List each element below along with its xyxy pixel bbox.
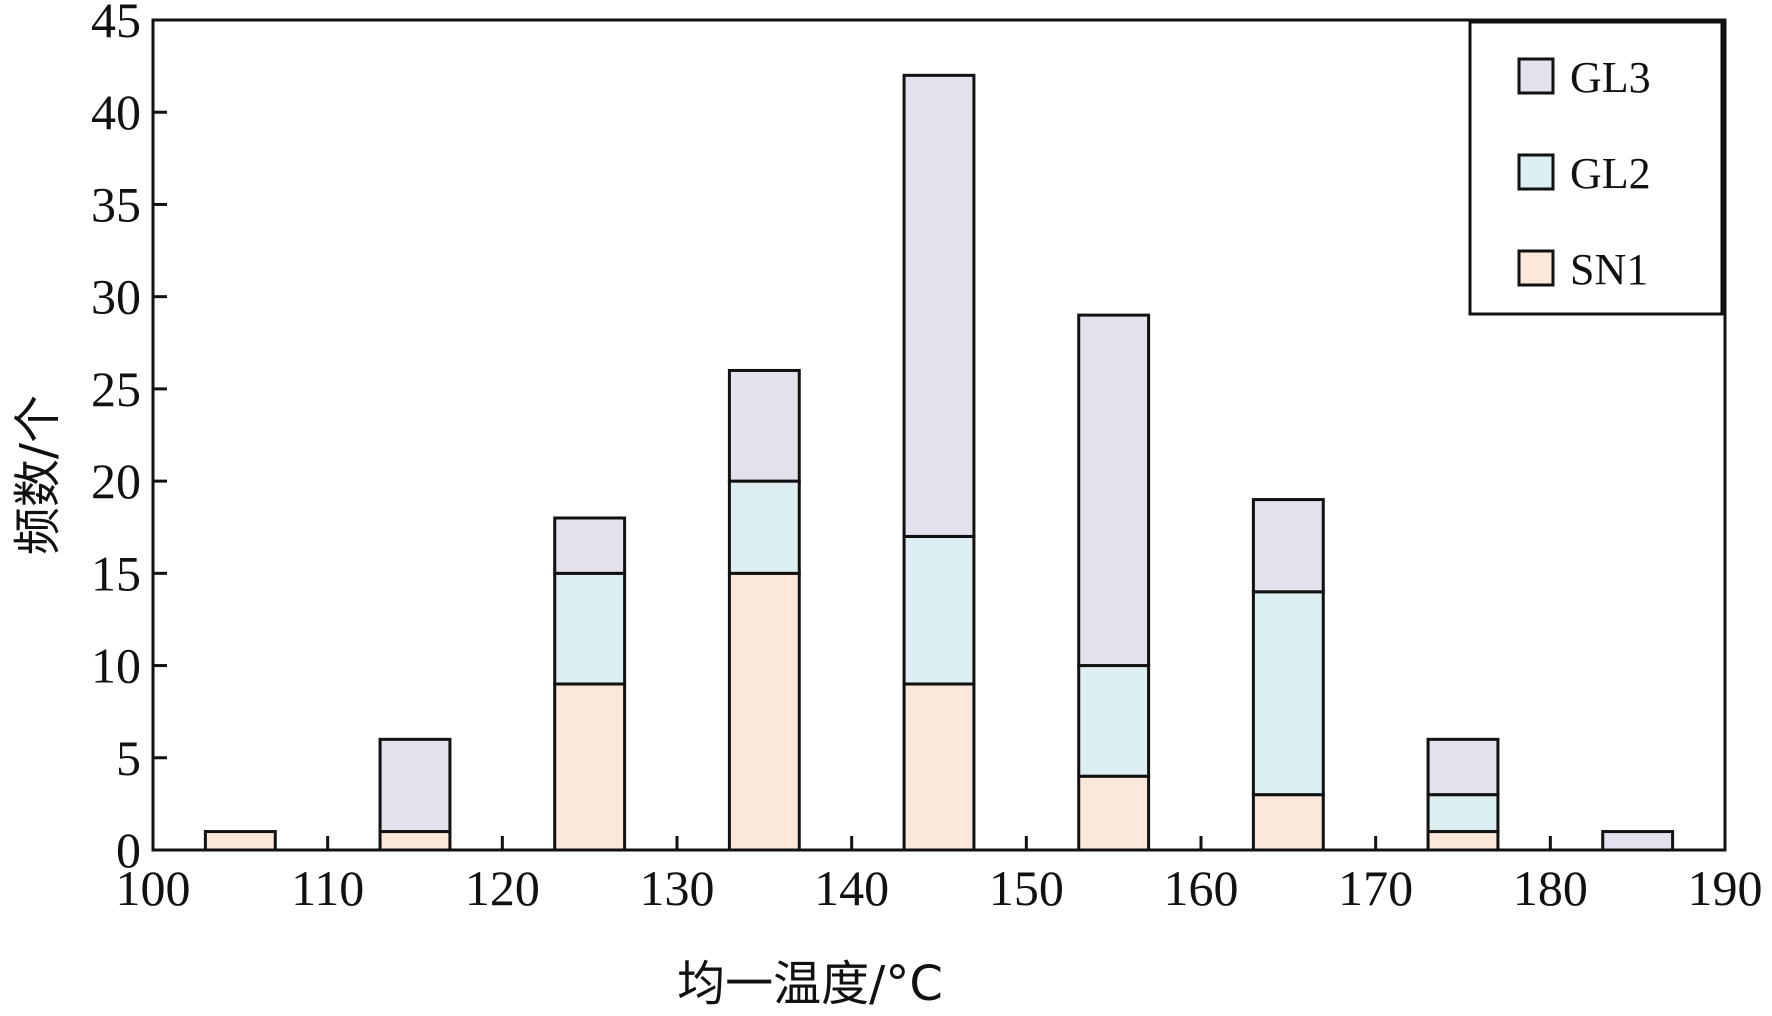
x-tick-label: 150 xyxy=(989,860,1064,916)
bar-gl3-135 xyxy=(727,368,801,483)
bar-sn1-125 xyxy=(553,682,627,852)
legend: GL3 GL2 SN1 xyxy=(1468,20,1724,316)
x-tick-label: 140 xyxy=(814,860,889,916)
x-tick-label: 170 xyxy=(1338,860,1413,916)
legend-swatch-sn1 xyxy=(1517,249,1555,287)
legend-box xyxy=(1468,20,1724,316)
bar-gl2-145 xyxy=(902,534,976,686)
bar-sn1-175 xyxy=(1426,830,1500,852)
bar-gl3-165 xyxy=(1251,498,1325,594)
bar-sn1-105 xyxy=(203,830,277,852)
x-axis-title: 均一温度/°C xyxy=(677,956,943,1012)
bar-gl2-125 xyxy=(553,571,627,686)
bar-gl3-115 xyxy=(378,737,452,834)
y-tick-label: 5 xyxy=(116,730,141,786)
y-tick-label: 35 xyxy=(91,176,141,232)
bar-gl3-175 xyxy=(1426,737,1500,797)
legend-swatch-gl2 xyxy=(1517,153,1555,191)
y-tick-label: 0 xyxy=(116,822,141,878)
x-tick-label: 190 xyxy=(1688,860,1763,916)
y-tick-label: 15 xyxy=(91,545,141,601)
bar-gl3-125 xyxy=(553,516,627,575)
bar-gl3-155 xyxy=(1077,313,1151,668)
bar-gl2-155 xyxy=(1077,664,1151,778)
x-tick-label: 110 xyxy=(291,860,364,916)
y-tick-label: 45 xyxy=(91,0,141,48)
bars-group xyxy=(203,73,1675,852)
y-axis-title: 频数/个 xyxy=(10,395,66,555)
bar-gl3-145 xyxy=(902,73,976,538)
x-tick-label: 100 xyxy=(116,860,191,916)
bar-gl2-165 xyxy=(1251,590,1325,797)
plot-frame xyxy=(151,18,1727,852)
bar-sn1-165 xyxy=(1251,793,1325,852)
bar-gl2-175 xyxy=(1426,793,1500,834)
x-tick-label: 120 xyxy=(465,860,540,916)
x-tick-label: 160 xyxy=(1164,860,1239,916)
bar-sn1-135 xyxy=(727,571,801,852)
y-tick-label: 10 xyxy=(91,638,141,694)
x-axis: 100 110 120 130 140 150 160 170 180 190 xyxy=(116,836,1763,916)
y-tick-label: 25 xyxy=(91,361,141,417)
bar-sn1-145 xyxy=(902,682,976,852)
y-tick-label: 20 xyxy=(91,453,141,509)
legend-label-sn1: SN1 xyxy=(1570,245,1648,294)
legend-label-gl2: GL2 xyxy=(1570,149,1651,198)
y-axis: 0 5 10 15 20 25 30 35 40 45 xyxy=(91,0,167,878)
legend-swatch-gl3 xyxy=(1517,57,1555,95)
bar-gl3-185 xyxy=(1601,830,1675,852)
x-tick-label: 130 xyxy=(640,860,715,916)
y-tick-label: 40 xyxy=(91,84,141,140)
bar-sn1-155 xyxy=(1077,774,1151,852)
legend-label-gl3: GL3 xyxy=(1570,53,1651,102)
bar-sn1-115 xyxy=(378,830,452,852)
x-tick-label: 180 xyxy=(1513,860,1588,916)
y-tick-label: 30 xyxy=(91,269,141,325)
bar-gl2-135 xyxy=(727,479,801,575)
